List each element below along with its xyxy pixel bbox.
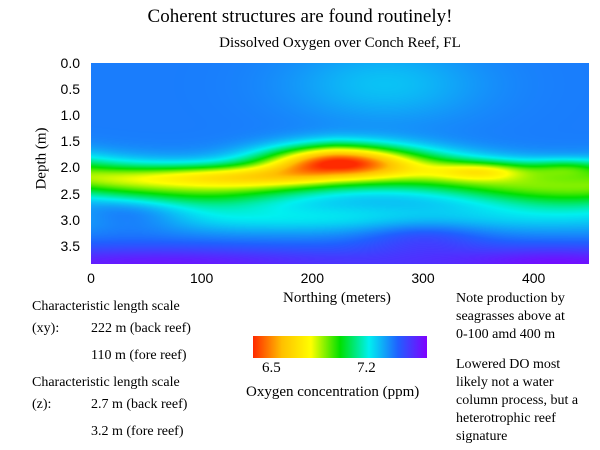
y-tick-label: 0.0 <box>60 55 80 71</box>
heatmap-plot <box>91 63 589 264</box>
xy-scale-label: (xy): <box>32 321 60 336</box>
x-tick-label: 400 <box>521 270 546 286</box>
colorbar <box>253 336 427 358</box>
xy-scale-heading: Characteristic length scale <box>32 299 180 314</box>
z-scale-back-reef: 2.7 m (back reef) <box>91 397 188 412</box>
note-lowered-do-line: Lowered DO most <box>456 357 561 372</box>
y-tick-label: 1.5 <box>60 133 80 150</box>
z-scale-heading: Characteristic length scale <box>32 375 180 390</box>
colorbar-tick: 6.5 <box>262 360 281 376</box>
note-lowered-do-line: column process, but a <box>456 393 579 408</box>
note-lowered-do: Lowered DO most likely not a water colum… <box>456 356 578 446</box>
y-tick-label: 2.5 <box>60 185 80 202</box>
x-axis-label: Northing (meters) <box>283 290 391 306</box>
heatmap-canvas <box>91 63 589 264</box>
note-seagrass: Note production by seagrasses above at 0… <box>456 290 565 344</box>
y-tick-label: 1.0 <box>60 107 80 124</box>
y-tick-label: 3.0 <box>60 211 80 228</box>
z-scale-fore-reef: 3.2 m (fore reef) <box>91 424 184 439</box>
colorbar-tick: 7.2 <box>357 360 376 376</box>
note-lowered-do-line: likely not a water <box>456 375 554 390</box>
xy-scale-fore-reef: 110 m (fore reef) <box>91 348 187 363</box>
xy-scale-back-reef: 222 m (back reef) <box>91 321 191 336</box>
x-tick-label: 200 <box>300 270 324 286</box>
note-seagrass-line: 0-100 amd 400 m <box>456 327 556 342</box>
colorbar-label: Oxygen concentration (ppm) <box>246 384 420 400</box>
y-tick-label: 0.5 <box>60 81 80 98</box>
chart-title: Coherent structures are found routinely! <box>147 6 453 27</box>
note-lowered-do-line: signature <box>456 429 508 444</box>
z-scale-label: (z): <box>32 397 52 412</box>
x-tick-label: 300 <box>411 270 435 286</box>
y-tick-label: 2.0 <box>60 159 80 176</box>
chart-subtitle: Dissolved Oxygen over Conch Reef, FL <box>219 35 461 51</box>
note-seagrass-line: Note production by <box>456 291 565 306</box>
note-seagrass-line: seagrasses above at <box>456 309 565 324</box>
note-lowered-do-line: heterotrophic reef <box>456 411 556 426</box>
x-tick-label: 0 <box>87 270 95 286</box>
y-tick-label: 3.5 <box>60 237 80 254</box>
y-axis-label: Depth (m) <box>33 127 50 190</box>
x-tick-label: 100 <box>189 270 214 286</box>
